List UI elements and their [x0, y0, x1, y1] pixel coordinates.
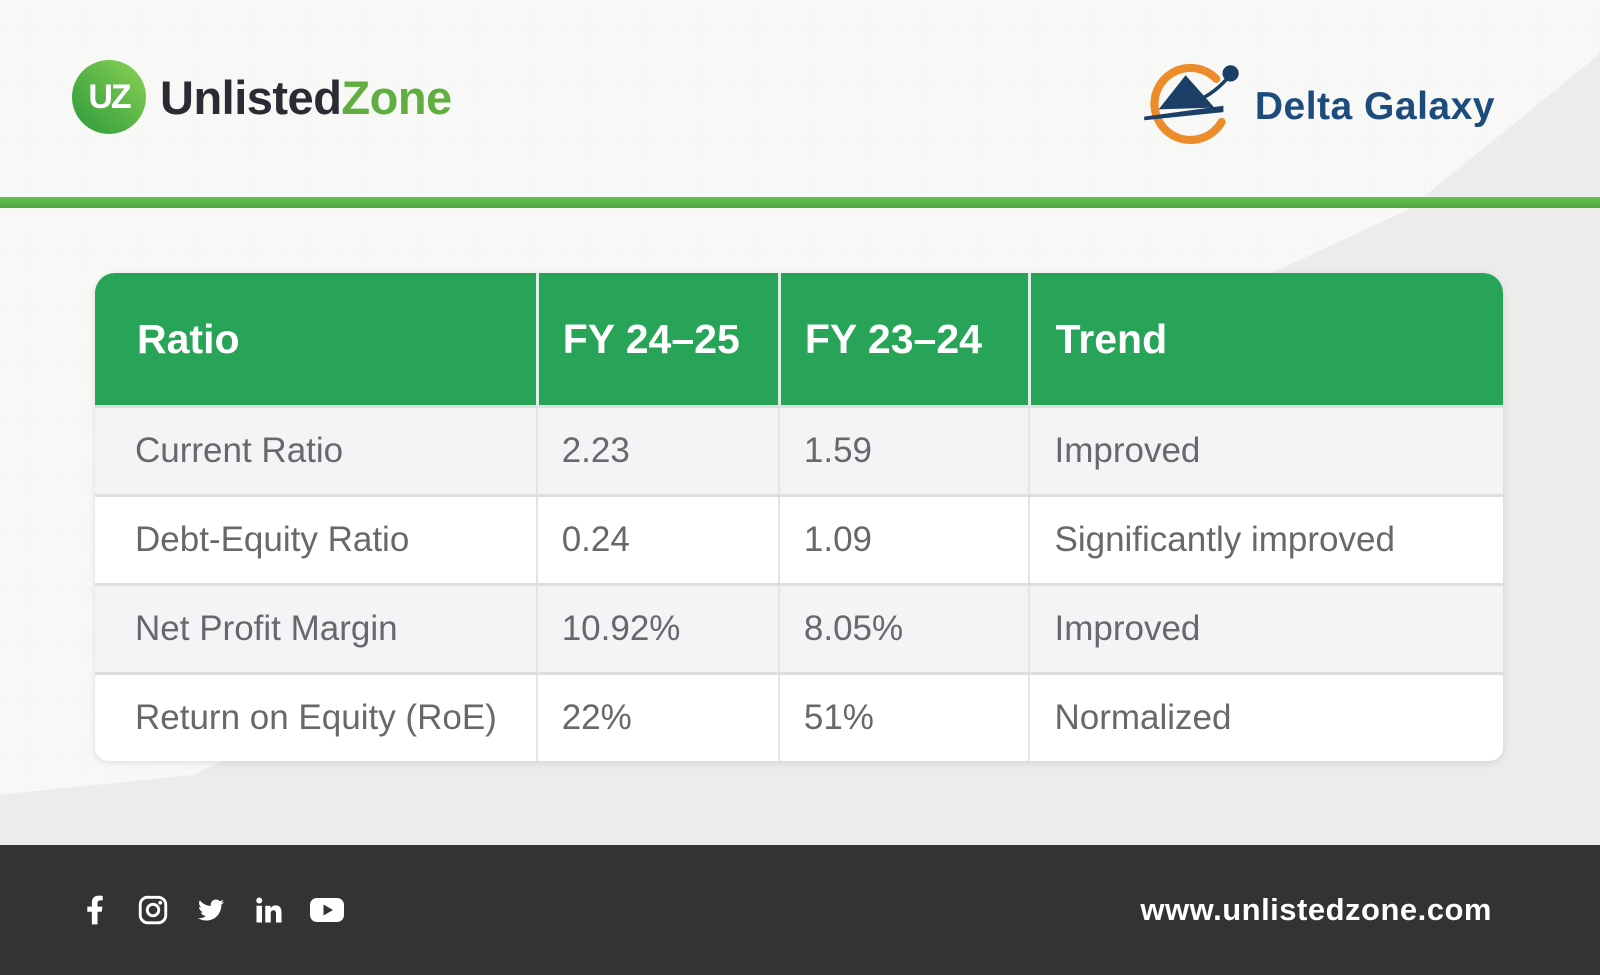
table-cell: 0.24 [535, 497, 778, 583]
table-cell: Net Profit Margin [135, 609, 398, 648]
linkedin-icon[interactable] [252, 893, 286, 927]
table-cell: 22% [535, 675, 778, 761]
table-cell: 1.09 [777, 497, 1029, 583]
table-row: Return on Equity (RoE) 22% 51% Normalized [95, 672, 1503, 761]
table-cell: Improved [1028, 408, 1502, 494]
brand-name-secondary: Zone [341, 70, 452, 124]
table-cell: 1.59 [777, 408, 1029, 494]
unlistedzone-logo: UZ Unlisted Zone [72, 60, 452, 134]
table-cell: 2.23 [535, 408, 778, 494]
header-cell-3: Trend [1028, 273, 1502, 405]
table-cell: Current Ratio [135, 431, 344, 470]
youtube-icon[interactable] [310, 893, 344, 927]
green-divider [0, 197, 1600, 208]
table-cell: Improved [1028, 586, 1502, 672]
facebook-icon[interactable] [78, 893, 112, 927]
header-cell-0: Ratio [137, 315, 240, 362]
financial-ratios-table: Ratio FY 24–25 FY 23–24 Trend Current Ratio… [95, 273, 1503, 761]
website-url: www.unlistedzone.com [1140, 892, 1492, 927]
table-cell: Significantly improved [1028, 497, 1502, 583]
partner-name: Delta Galaxy [1254, 84, 1495, 128]
table-cell: 10.92% [535, 586, 778, 672]
table-cell: Return on Equity (RoE) [135, 698, 497, 737]
header-cell-1: FY 24–25 [535, 273, 778, 405]
table-body: Current Ratio 2.23 1.59 Improved Debt-Equity… [95, 405, 1503, 761]
brand-name-primary: Unlisted [160, 70, 342, 124]
twitter-icon[interactable] [194, 893, 228, 927]
table-cell: 8.05% [777, 586, 1029, 672]
table-cell: Normalized [1028, 675, 1502, 761]
table-cell: 51% [777, 675, 1029, 761]
instagram-icon[interactable] [136, 893, 170, 927]
footer-bar: www.unlistedzone.com [0, 845, 1600, 975]
table-cell: Debt-Equity Ratio [135, 520, 410, 559]
social-icons [78, 893, 344, 927]
table-row: Debt-Equity Ratio 0.24 1.09 Significantly i… [95, 494, 1503, 583]
unlistedzone-wordmark: Unlisted Zone [160, 70, 452, 125]
header-cell-2: FY 23–24 [777, 273, 1029, 405]
uz-logo-icon: UZ [72, 60, 146, 134]
delta-galaxy-orbit-icon [1137, 58, 1245, 155]
delta-galaxy-logo: Delta Galaxy [1137, 58, 1495, 155]
table-row: Net Profit Margin 10.92% 8.05% Improved [95, 583, 1503, 672]
table-header-row: Ratio FY 24–25 FY 23–24 Trend [95, 273, 1503, 405]
table-row: Current Ratio 2.23 1.59 Improved [95, 405, 1503, 494]
